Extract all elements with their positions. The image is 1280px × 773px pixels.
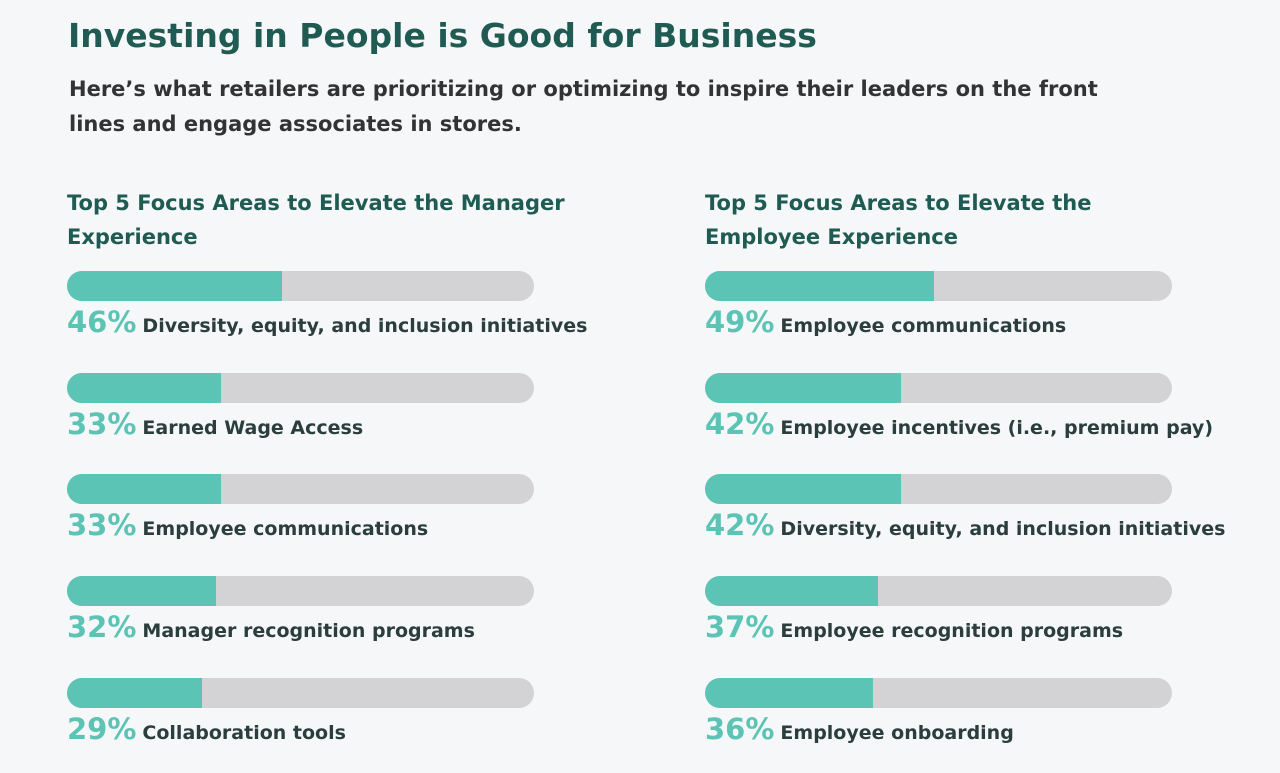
bar-track xyxy=(67,474,534,505)
bar xyxy=(705,474,902,505)
value-label: 33% xyxy=(67,508,137,543)
bar-row: 46% Diversity, equity, and inclusion init… xyxy=(67,271,627,361)
value-label: 42% xyxy=(705,406,775,441)
category-label: Earned Wage Access xyxy=(142,416,364,439)
bar xyxy=(67,474,222,505)
bar-track xyxy=(705,372,1172,403)
category-label: Diversity, equity, and inclusion initiat… xyxy=(142,315,588,337)
bar xyxy=(67,372,222,403)
bar-track xyxy=(67,372,534,403)
bar-row: 36% Employee onboarding xyxy=(705,677,1265,768)
category-label: Employee recognition programs xyxy=(780,620,1124,643)
bar-label: 33% Employee communications xyxy=(67,508,428,542)
bar-row: 37% Employee recognition programs xyxy=(705,576,1265,666)
bar-row: 33% Employee communications xyxy=(67,474,627,564)
chart: 49% Employee communications 42% Employee in… xyxy=(705,271,1225,771)
bar xyxy=(705,271,934,301)
bar-track xyxy=(67,677,534,708)
bar-track xyxy=(67,576,534,607)
page-title: Investing in People is Good for Business xyxy=(68,16,817,55)
category-label: Manager recognition programs xyxy=(142,620,475,643)
bar-label: 37% Employee recognition programs xyxy=(705,610,1123,644)
category-label: Employee onboarding xyxy=(780,721,1014,744)
chart: 46% Diversity, equity, and inclusion init… xyxy=(67,271,587,771)
category-label: Employee incentives (i.e., premium pay) xyxy=(780,416,1214,439)
chart-title: Top 5 Focus Areas to Elevate the Employe… xyxy=(705,191,1092,249)
bar xyxy=(705,576,878,607)
bar-label: 42% Employee incentives (i.e., premium pa… xyxy=(705,407,1213,441)
value-label: 29% xyxy=(67,711,137,746)
chart-title: Top 5 Focus Areas to Elevate the Manager… xyxy=(67,191,565,249)
category-label: Diversity, equity, and inclusion initiat… xyxy=(780,518,1226,541)
bar xyxy=(67,677,203,708)
value-label: 46% xyxy=(67,305,137,339)
bar-label: 29% Collaboration tools xyxy=(67,712,346,746)
bar xyxy=(705,677,874,708)
bar xyxy=(705,372,902,403)
bar-row: 49% Employee communications xyxy=(705,271,1265,361)
value-label: 49% xyxy=(705,305,775,339)
bar-track xyxy=(705,576,1172,607)
bar-row: 42% Diversity, equity, and inclusion init… xyxy=(705,474,1265,564)
page-subtitle: Here’s what retailers are prioritizing o… xyxy=(69,77,1098,136)
value-label: 42% xyxy=(705,508,775,543)
bar-row: 32% Manager recognition programs xyxy=(67,576,627,666)
bar-track xyxy=(67,271,534,301)
category-label: Employee communications xyxy=(142,518,429,541)
bar-label: 42% Diversity, equity, and inclusion init… xyxy=(705,508,1225,542)
bar-label: 32% Manager recognition programs xyxy=(67,610,475,644)
category-label: Collaboration tools xyxy=(142,721,346,744)
bar xyxy=(67,576,217,607)
value-label: 33% xyxy=(67,406,137,441)
bar-row: 33% Earned Wage Access xyxy=(67,372,627,463)
bar-track xyxy=(705,677,1172,708)
bar-row: 29% Collaboration tools xyxy=(67,677,627,768)
bar xyxy=(67,271,282,301)
bar-label: 33% Earned Wage Access xyxy=(67,407,363,441)
bar-label: 49% Employee communications xyxy=(705,305,1066,339)
bar-label: 36% Employee onboarding xyxy=(705,712,1014,746)
value-label: 36% xyxy=(705,711,775,746)
bar-track xyxy=(705,271,1172,301)
value-label: 32% xyxy=(67,610,137,645)
value-label: 37% xyxy=(705,610,775,645)
bar-track xyxy=(705,474,1172,505)
bar-row: 42% Employee incentives (i.e., premium pa… xyxy=(705,372,1265,463)
category-label: Employee communications xyxy=(780,315,1067,337)
bar-label: 46% Diversity, equity, and inclusion init… xyxy=(67,305,587,339)
